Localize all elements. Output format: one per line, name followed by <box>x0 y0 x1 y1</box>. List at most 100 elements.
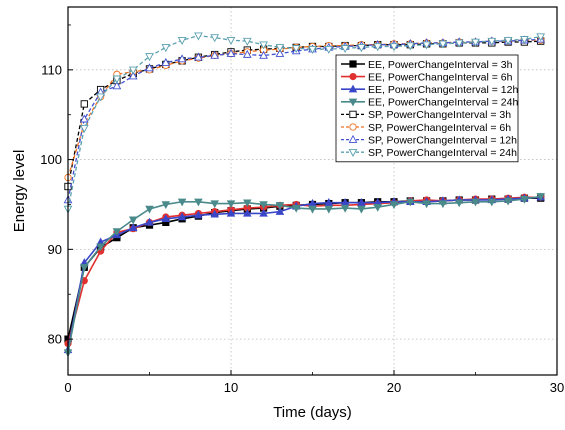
data-point <box>210 34 220 43</box>
legend-marker <box>349 60 357 68</box>
data-point <box>275 207 285 215</box>
data-point <box>194 52 203 61</box>
data-point <box>275 48 285 57</box>
data-point <box>112 228 122 237</box>
data-point <box>291 204 301 213</box>
data-point <box>520 36 529 45</box>
legend-item: SP, PowerChangeInterval = 24h <box>341 147 517 159</box>
data-point <box>340 204 350 213</box>
legend-marker <box>348 134 358 143</box>
legend-item: SP, PowerChangeInterval = 3h <box>341 109 511 121</box>
x-tick-label: 30 <box>550 380 564 395</box>
series-4 <box>63 193 545 358</box>
data-point <box>177 198 187 207</box>
data-point <box>357 198 366 206</box>
data-point <box>275 202 285 210</box>
data-point <box>259 50 268 59</box>
data-point <box>96 243 105 252</box>
data-point <box>194 210 203 219</box>
data-point <box>145 53 154 62</box>
legend-marker <box>348 98 358 107</box>
y-tick-label: 110 <box>41 62 62 77</box>
legend-label: SP, PowerChangeInterval = 6h <box>368 122 511 134</box>
legend-marker <box>349 110 357 119</box>
data-point <box>373 203 382 212</box>
data-point <box>226 36 236 45</box>
data-point <box>422 41 431 50</box>
legend-item: EE, PowerChangeInterval = 24h <box>341 97 518 109</box>
data-point <box>308 45 317 54</box>
data-point <box>177 212 187 221</box>
data-point <box>226 48 236 57</box>
y-tick-label: 100 <box>40 152 62 167</box>
data-point <box>438 200 448 209</box>
x-tick-label: 20 <box>387 380 401 395</box>
ticks: 0 10 20 30 80 90 100 110 <box>40 24 564 395</box>
data-point <box>406 198 415 207</box>
data-point <box>357 205 366 214</box>
data-point <box>471 198 480 207</box>
data-point <box>210 209 219 218</box>
series-line <box>67 195 541 353</box>
data-point <box>291 45 301 54</box>
series-group <box>63 32 546 358</box>
data-point <box>79 124 89 133</box>
series-line <box>67 35 541 210</box>
data-point <box>242 49 252 58</box>
legend-label: SP, PowerChangeInterval = 3h <box>368 109 511 121</box>
data-point <box>324 198 334 206</box>
data-point <box>243 208 252 217</box>
data-point <box>226 200 236 209</box>
legend-label: EE, PowerChangeInterval = 6h <box>368 71 513 83</box>
y-axis-title: Energy level <box>11 150 28 233</box>
x-tick-label: 10 <box>224 380 238 395</box>
data-point <box>520 195 529 204</box>
legend-item: SP, PowerChangeInterval = 6h <box>341 122 511 134</box>
series-line <box>67 196 541 351</box>
data-point <box>536 193 545 202</box>
data-point <box>96 93 105 102</box>
data-point <box>243 199 252 208</box>
data-point <box>161 214 171 223</box>
legend-marker <box>348 148 358 157</box>
series-line <box>67 197 541 340</box>
data-point <box>405 42 415 51</box>
data-point <box>487 37 497 46</box>
data-point <box>471 38 480 47</box>
data-point <box>161 57 171 66</box>
data-point <box>161 201 171 210</box>
legend-label: EE, PowerChangeInterval = 12h <box>368 84 518 96</box>
data-point <box>242 37 252 46</box>
x-tick-label: 0 <box>64 380 71 395</box>
data-point <box>226 208 236 217</box>
series-8 <box>63 32 546 214</box>
data-point <box>259 208 268 217</box>
data-point <box>340 45 350 54</box>
data-point <box>112 81 122 90</box>
data-point <box>128 216 138 225</box>
data-point <box>128 66 138 75</box>
legend-item: EE, PowerChangeInterval = 6h <box>341 71 513 83</box>
y-tick-label: 80 <box>48 332 62 347</box>
data-point <box>128 71 138 80</box>
x-axis-title: Time (days) <box>273 404 352 421</box>
legend-label: EE, PowerChangeInterval = 24h <box>368 97 518 109</box>
legend-marker <box>349 123 357 131</box>
data-point <box>503 197 513 206</box>
data-point <box>210 50 220 59</box>
data-point <box>80 100 88 108</box>
data-point <box>210 200 219 209</box>
data-point <box>112 75 122 84</box>
data-point <box>194 32 203 41</box>
data-point <box>145 217 154 226</box>
y-tick-label: 90 <box>48 242 62 257</box>
data-point <box>161 44 171 53</box>
data-point <box>79 114 89 123</box>
data-point <box>128 223 138 232</box>
data-point <box>454 39 464 48</box>
data-point <box>324 45 334 54</box>
data-point <box>145 63 154 72</box>
data-point <box>438 40 448 49</box>
